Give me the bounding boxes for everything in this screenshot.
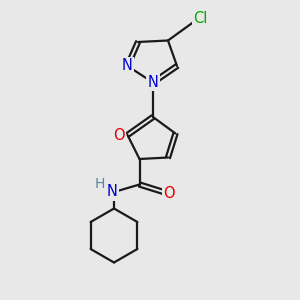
Text: N: N xyxy=(148,75,158,90)
Text: H: H xyxy=(94,178,105,191)
Text: Cl: Cl xyxy=(193,11,208,26)
Text: N: N xyxy=(107,184,118,200)
Text: N: N xyxy=(122,58,133,74)
Text: O: O xyxy=(113,128,125,142)
Text: O: O xyxy=(163,186,175,201)
